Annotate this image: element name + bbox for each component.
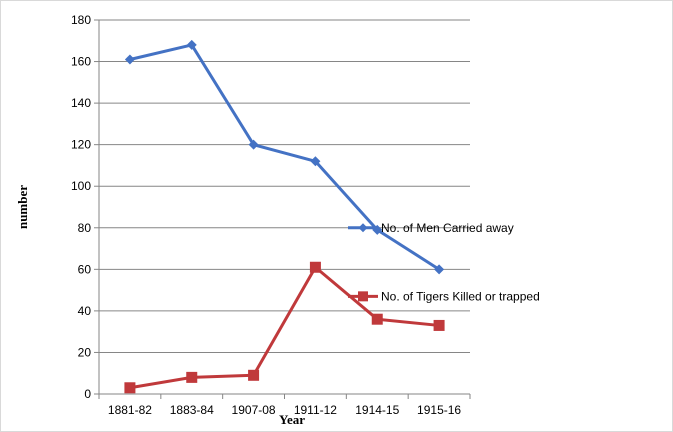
legend-marker xyxy=(358,223,368,233)
y-tick-label: 60 xyxy=(78,262,92,276)
y-tick-label: 180 xyxy=(71,13,91,27)
x-tick-label: 1914-15 xyxy=(355,403,399,417)
y-tick-label: 40 xyxy=(78,304,92,318)
data-point xyxy=(186,39,197,50)
y-tick-label: 80 xyxy=(78,221,92,235)
y-tick-label: 100 xyxy=(71,179,91,193)
y-tick-labels: 0 20 40 60 80 100 120 140 160 180 xyxy=(71,13,91,401)
x-tick-label: 1881-82 xyxy=(108,403,152,417)
y-axis-title: number xyxy=(15,185,30,229)
legend-item-1: No. of Men Carried away xyxy=(348,221,514,235)
series-line xyxy=(129,43,440,271)
x-tick-label: 1883-84 xyxy=(170,403,214,417)
legend-marker xyxy=(358,291,368,302)
x-tick-label: 1915-16 xyxy=(417,403,461,417)
gridlines xyxy=(99,19,470,353)
data-point xyxy=(124,382,136,394)
y-tick-label: 20 xyxy=(78,345,92,359)
data-point xyxy=(248,139,259,150)
legend: No. of Men Carried away No. of Tigers Kil… xyxy=(348,221,540,303)
data-point xyxy=(371,313,383,325)
axes xyxy=(94,19,471,399)
data-point xyxy=(310,156,321,167)
y-tick-label: 0 xyxy=(84,387,91,401)
data-point xyxy=(309,261,321,273)
data-point xyxy=(124,54,135,65)
y-tick-label: 160 xyxy=(71,55,91,69)
data-point xyxy=(433,319,445,331)
legend-label: No. of Men Carried away xyxy=(381,221,514,235)
data-point xyxy=(248,369,260,381)
x-tick-labels: 1881-82 1883-84 1907-08 1911-12 1914-15 1915-… xyxy=(108,403,462,417)
series-1 xyxy=(124,39,445,275)
series xyxy=(124,39,445,394)
y-tick-label: 120 xyxy=(71,138,91,152)
legend-item-2: No. of Tigers Killed or trapped xyxy=(348,289,540,303)
x-tick-label: 1907-08 xyxy=(232,403,276,417)
series-2 xyxy=(124,261,445,394)
series-line xyxy=(129,265,440,390)
x-tick-label: 1911-12 xyxy=(294,403,337,417)
data-point xyxy=(434,264,445,275)
legend-label: No. of Tigers Killed or trapped xyxy=(381,289,540,303)
x-axis-title: Year xyxy=(279,412,305,427)
data-point xyxy=(186,371,198,383)
y-tick-label: 140 xyxy=(71,96,91,110)
